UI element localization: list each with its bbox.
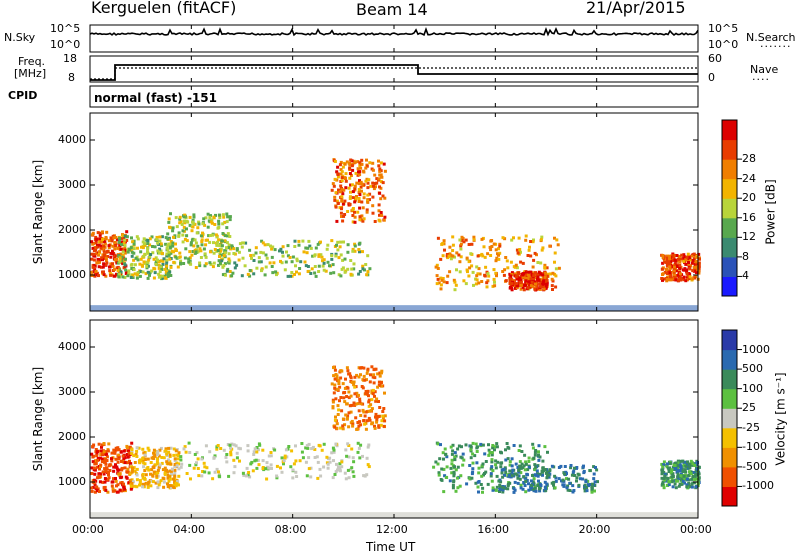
power-ytick-4000: 4000 [58,133,86,146]
power-colorbar-tick-3: 16 [742,210,756,224]
nsky-right-tick-bottom: 10^0 [708,38,739,51]
time-tick-3: 12:00 [376,523,408,536]
velocity-colorbar-tick-2: 100 [742,381,763,395]
nave-label: Nave [750,63,779,76]
power-colorbar-tick-4: 20 [742,191,756,205]
velocity-ylabel: Slant Range [km] [31,366,46,472]
velocity-patch-5 [497,464,599,494]
velocity-colorbar [722,330,737,507]
nsky-left-label: N.Sky [4,31,36,44]
nsky-left-tick-bottom: 10^0 [50,38,81,51]
nsearch-dots: ······· [760,40,792,53]
power-colorbar-segment-4 [722,198,737,219]
cpid-label: CPID [8,89,38,102]
power-colorbar [722,120,737,297]
freq-left-tick-bottom: 8 [68,71,75,84]
velocity-panel-frame [89,319,699,519]
power-colorbar-tick-5: 24 [742,171,756,185]
velocity-ytick-3000: 3000 [58,385,86,398]
nave-series [90,67,698,80]
velocity-colorbar-segment-5 [722,388,737,409]
power-patch-7 [660,252,701,283]
time-tick-0: 00:00 [72,523,104,536]
power-colorbar-tick-2: 12 [742,230,756,244]
nsky-right-label: N.Search [746,31,796,44]
velocity-colorbar-segment-4 [722,408,737,429]
velocity-patch-1 [129,446,181,490]
axis-ticks [89,25,742,518]
power-colorbar-segment-0 [722,276,737,297]
time-axis-label: Time UT [366,540,416,554]
velocity-patch-0 [90,441,134,494]
velocity-ytick-2000: 2000 [58,430,86,443]
power-ytick-3000: 3000 [58,178,86,191]
nsky-left-tick-top: 10^5 [50,22,81,35]
velocity-colorbar-segment-6 [722,369,737,390]
velocity-colorbar-segment-2 [722,447,737,468]
power-ylabel: Slant Range [km] [31,159,46,265]
velocity-heatmap [90,365,701,518]
power-patch-1 [116,234,173,281]
power-heatmap [90,158,701,311]
power-patch-6 [508,270,549,292]
power-colorbar-segment-2 [722,237,737,258]
power-colorbar-segment-3 [722,217,737,238]
power-ytick-2000: 2000 [58,223,86,236]
power-colorbar-tick-6: 28 [742,152,756,166]
velocity-colorbar-label: Velocity [m s⁻¹] [773,372,788,466]
nsky-right-tick-top: 10^5 [708,22,739,35]
power-ytick-1000: 1000 [58,268,86,281]
power-patch-3 [216,239,372,278]
nave-right-tick-bottom: 0 [708,71,715,84]
velocity-colorbar-frame [721,329,738,507]
velocity-colorbar-tick-4: -25 [742,420,760,434]
power-colorbar-segment-6 [722,159,737,180]
velocity-patch-2 [179,441,371,481]
time-tick-2: 08:00 [274,523,307,536]
velocity-colorbar-tick-6: -500 [742,459,767,473]
freq-label-line1: Freq. [18,55,46,68]
velocity-colorbar-segment-1 [722,466,737,487]
velocity-patch-6 [660,459,701,490]
velocity-colorbar-tick-1: 500 [742,362,763,376]
velocity-colorbar-tick-0: 1000 [742,342,770,356]
freq-series [90,64,698,81]
velocity-colorbar-segment-3 [722,427,737,448]
velocity-ytick-4000: 4000 [58,340,86,353]
radar-title: Kerguelen (fitACF) [91,0,237,17]
velocity-colorbar-segment-8 [722,330,737,351]
power-colorbar-tick-1: 8 [742,249,749,263]
time-tick-5: 20:00 [578,523,611,536]
power-colorbar-segment-1 [722,256,737,277]
power-colorbar-tick-0: 4 [742,269,749,283]
nave-right-tick-top: 60 [708,52,722,65]
nsky-panel-frame [89,24,699,53]
time-tick-1: 04:00 [173,523,206,536]
velocity-ytick-1000: 1000 [58,475,86,488]
power-colorbar-segment-5 [722,178,737,199]
time-tick-4: 16:00 [477,523,510,536]
beam-label: Beam 14 [356,0,428,19]
power-patch-4 [330,158,387,224]
nave-dots: ···· [752,73,770,86]
nsky-series [89,26,699,37]
velocity-colorbar-tick-3: 25 [742,401,756,415]
time-tick-6: 00:00 [680,523,712,536]
power-colorbar-frame [721,119,738,297]
power-panel-frame [89,112,699,312]
freq-label-line2: [MHz] [14,67,47,80]
velocity-colorbar-tick-7: -1000 [742,479,774,493]
power-colorbar-segment-7 [722,139,737,160]
power-colorbar-label: Power [dB] [763,179,778,245]
velocity-colorbar-segment-0 [722,486,737,507]
date-label: 21/Apr/2015 [586,0,686,17]
velocity-patch-3 [330,365,387,431]
freq-left-tick-top: 18 [63,52,77,65]
power-colorbar-segment-8 [722,120,737,141]
power-patch-0 [90,230,129,278]
velocity-colorbar-segment-7 [722,349,737,370]
cpid-text: normal (fast) -151 [94,91,217,105]
velocity-colorbar-tick-5: -100 [742,440,767,454]
